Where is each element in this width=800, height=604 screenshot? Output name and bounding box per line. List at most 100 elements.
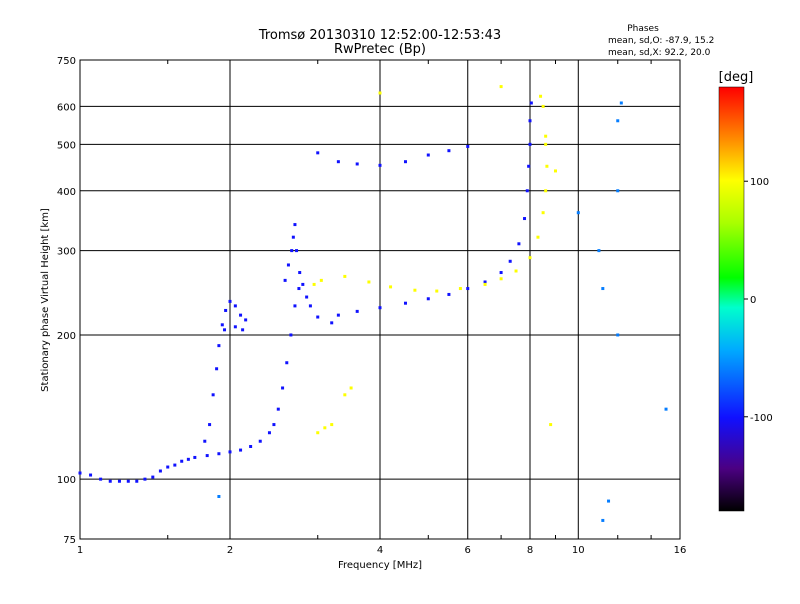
echo-point [291,235,295,239]
echo-point [217,494,221,498]
echo-point [336,313,340,317]
echo-point [544,134,548,138]
echo-point [283,278,287,282]
echo-point [286,263,290,267]
y-tick-label: 200 [57,331,76,342]
echo-point [99,477,103,481]
colorbar-ticks: 100 0 -100 [744,177,773,424]
echo-point [483,282,487,286]
echo-point [323,426,327,430]
x-tick-label: 10 [572,545,585,556]
echo-point [553,169,557,173]
echo-point [601,518,605,522]
echo-point [290,249,294,253]
echo-point [301,282,305,286]
y-tick-label: 75 [63,535,76,546]
echo-point [529,101,533,105]
echo-point [349,386,353,390]
echo-point [298,271,302,275]
y-axis-ticks: 75 100 200 300 400 500 600 750 [57,56,76,546]
echo-point [186,457,190,461]
echo-point [173,463,177,467]
echo-point [499,271,503,275]
x-tick-label: 8 [527,545,533,556]
echo-point [126,479,130,483]
echo-point [281,386,285,390]
echo-point [223,328,227,332]
chart-title: Tromsø 20130310 12:52:00-12:53:43 [258,28,501,43]
echo-point [220,323,224,327]
echo-point [483,280,487,284]
echo-point [217,344,221,348]
echo-point [78,471,82,475]
echo-point [330,423,334,427]
echo-point [241,328,245,332]
echo-point [343,393,347,397]
echo-point [378,163,382,167]
echo-point [143,477,147,481]
echo-point [616,333,620,337]
x-tick-label: 1 [77,545,83,556]
echo-point [205,454,209,458]
echo-point [528,256,532,260]
echo-point [203,439,207,443]
colorbar-tick-label: 100 [750,177,769,188]
echo-point [447,149,451,153]
echo-point [528,119,532,123]
y-tick-label: 750 [57,56,76,67]
echo-point [312,282,316,286]
echo-point [258,439,262,443]
echo-point [389,285,393,289]
echo-point [378,306,382,310]
echo-point [549,423,553,427]
x-tick-label: 2 [227,545,233,556]
echo-point [355,309,359,313]
y-tick-label: 100 [57,475,76,486]
echo-point [233,304,237,308]
echo-point [239,448,243,452]
echo-point [403,160,407,164]
echo-point [544,189,548,193]
echo-point [193,455,197,459]
echo-point [289,333,293,337]
echo-point [89,473,93,477]
echo-point [541,104,545,108]
echo-point [233,325,237,329]
echo-point [211,393,215,397]
echo-point [508,259,512,263]
echo-point [224,308,228,312]
phase-colorbar: [deg] 100 0 -100 [718,70,773,512]
echo-point [517,242,521,246]
y-tick-label: 500 [57,140,76,151]
echo-point [367,280,371,284]
plot-area [78,59,681,540]
echo-point [616,119,620,123]
echo-point [215,367,219,371]
echo-point [249,444,253,448]
echo-point [447,292,451,296]
x-axis-label: Frequency [MHz] [338,560,422,571]
echo-point [597,249,601,253]
echo-point [539,94,543,98]
echo-point [336,160,340,164]
echo-point [285,361,289,365]
colorbar-label: [deg] [719,70,754,85]
echo-point [545,164,549,168]
echo-point [295,249,299,253]
echo-point [319,278,323,282]
echo-point [435,289,439,293]
echo-point [458,287,462,291]
echo-point [466,144,470,148]
echo-point [308,304,312,308]
y-axis-label: Stationary phase Virtual Height [km] [40,208,51,392]
echo-point [316,431,320,435]
echo-point [523,217,527,221]
phase-x-line: mean, sd,X: 92.2, 20.0 [608,48,711,58]
echo-point [466,287,470,291]
echo-point [528,142,532,146]
echo-point [293,223,297,227]
echo-point [616,189,620,193]
echo-point [536,235,540,239]
colorbar-gradient [718,86,745,512]
echo-point [355,162,359,166]
